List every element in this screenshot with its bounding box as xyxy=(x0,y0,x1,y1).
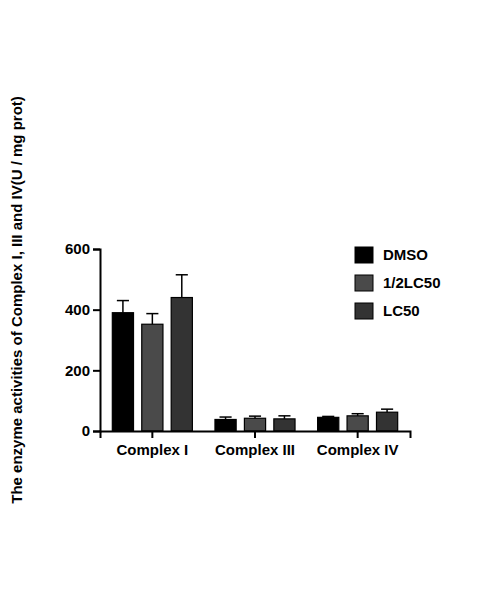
legend-swatch xyxy=(355,275,373,291)
y-tick-label: 200 xyxy=(65,362,90,379)
legend-item: 1/2LC50 xyxy=(355,274,441,291)
x-tick: Complex III xyxy=(215,431,295,458)
y-axis-title: The enzyme activities of Complex I, III … xyxy=(8,96,25,504)
chart: 0 200 400 600 Complex I Complex III Complex IV… xyxy=(0,0,488,600)
legend-label: DMSO xyxy=(383,246,428,263)
error-bar xyxy=(381,409,393,412)
bar xyxy=(142,324,163,431)
bar xyxy=(347,416,368,431)
error-cap xyxy=(249,415,261,417)
x-tick: Complex I xyxy=(117,431,189,458)
bar xyxy=(244,418,265,431)
y-tick-label: 400 xyxy=(65,301,90,318)
error-cap xyxy=(146,313,158,315)
bar xyxy=(112,313,133,431)
y-axis: 0 200 400 600 xyxy=(65,240,101,439)
x-tick-label: Complex IV xyxy=(317,441,399,458)
error-cap xyxy=(322,416,334,418)
error-bar xyxy=(249,416,261,418)
y-tick-mark xyxy=(93,249,100,251)
bar xyxy=(318,417,339,431)
bar xyxy=(171,298,192,431)
error-bar xyxy=(322,416,334,418)
x-axis: Complex I Complex III Complex IV xyxy=(101,431,411,458)
legend-label: 1/2LC50 xyxy=(383,274,441,291)
y-tick: 400 xyxy=(65,301,100,318)
x-tick: Complex IV xyxy=(317,431,399,458)
error-bar xyxy=(176,275,188,298)
x-tick-mark xyxy=(254,431,256,438)
y-tick-mark xyxy=(93,370,100,372)
x-tick-mark xyxy=(357,431,359,438)
y-tick: 0 xyxy=(82,422,100,439)
error-cap xyxy=(352,413,364,415)
error-line xyxy=(152,314,154,325)
legend-label: LC50 xyxy=(383,302,420,319)
bar xyxy=(376,412,397,431)
x-tick-label: Complex III xyxy=(215,441,295,458)
error-bar xyxy=(117,301,129,313)
error-line xyxy=(122,301,124,313)
legend-swatch xyxy=(355,247,373,263)
error-bar xyxy=(220,417,232,419)
x-tick-label: Complex I xyxy=(117,441,189,458)
y-tick-label: 600 xyxy=(65,240,90,257)
error-cap xyxy=(117,300,129,302)
bar xyxy=(215,419,236,431)
error-bar xyxy=(146,314,158,325)
y-axis-line xyxy=(93,250,101,432)
error-cap xyxy=(176,274,188,276)
legend: DMSO 1/2LC50 LC50 xyxy=(355,246,441,319)
y-tick-mark xyxy=(93,431,100,433)
x-axis-line xyxy=(101,432,411,439)
error-cap xyxy=(381,408,393,410)
error-cap xyxy=(278,415,290,417)
x-tick-mark xyxy=(151,431,153,438)
y-tick-label: 0 xyxy=(82,422,90,439)
y-tick: 600 xyxy=(65,240,100,257)
y-tick-mark xyxy=(93,309,100,311)
error-bar xyxy=(352,414,364,416)
bar xyxy=(274,419,295,431)
bars xyxy=(112,275,397,431)
error-cap xyxy=(220,416,232,418)
legend-item: LC50 xyxy=(355,302,420,319)
error-line xyxy=(181,275,183,298)
legend-swatch xyxy=(355,303,373,319)
y-tick: 200 xyxy=(65,362,100,379)
plot: 0 200 400 600 Complex I Complex III Complex IV xyxy=(65,240,411,457)
legend-item: DMSO xyxy=(355,246,428,263)
error-bar xyxy=(278,416,290,419)
